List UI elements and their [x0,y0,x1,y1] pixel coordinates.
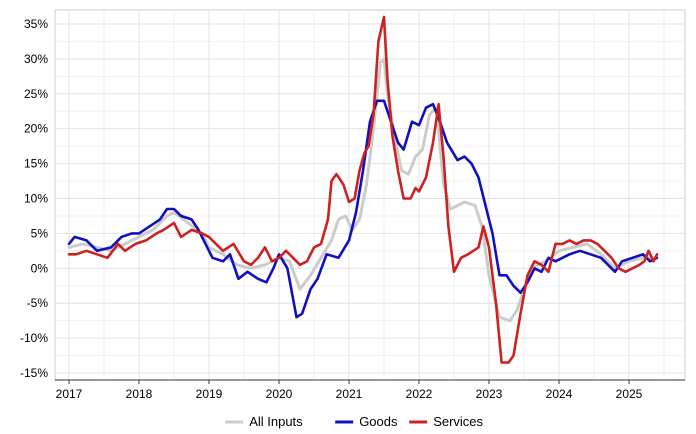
series-line-goods [67,99,659,319]
x-tick-label: 2024 [546,387,573,401]
x-tick-label: 2021 [336,387,363,401]
x-tick-label: 2023 [476,387,503,401]
y-tick-label: 0% [31,261,49,275]
y-tick-label: 15% [24,157,48,171]
y-tick-label: -10% [20,331,48,345]
x-tick-label: 2020 [266,387,293,401]
plot-frame [54,9,686,381]
grid [54,9,686,381]
y-tick-label: 30% [24,52,48,66]
x-tick-label: 2017 [56,387,83,401]
x-tick-label: 2022 [406,387,433,401]
series-lines [67,15,659,364]
y-tick-label: 10% [24,191,48,205]
y-tick-label: 20% [24,122,48,136]
y-tick-label: -15% [20,366,48,380]
y-tick-label: 25% [24,87,48,101]
x-tick-label: 2025 [616,387,643,401]
y-tick-label: 5% [31,226,49,240]
legend: All Inputs Goods Services [225,414,484,429]
x-tick-label: 2018 [126,387,153,401]
legend-label: All Inputs [249,414,303,429]
legend-label: Services [433,414,483,429]
series-line-services [67,15,659,364]
x-tick-label: 2019 [196,387,223,401]
y-tick-label: -5% [27,296,49,310]
legend-label: Goods [359,414,398,429]
y-tick-label: 35% [24,17,48,31]
axes: -15% -10% -5% 0% 5% 10% 15% 20% 25% 30% 35% 2017 201… [20,17,685,401]
